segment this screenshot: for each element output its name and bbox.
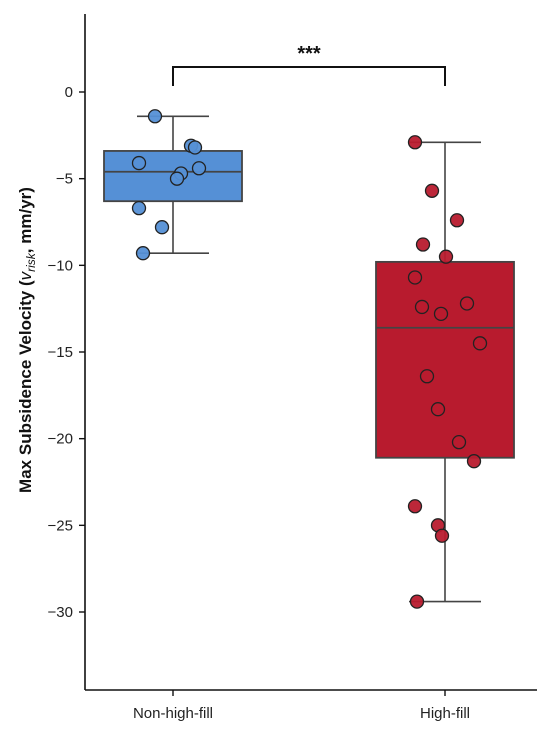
data-points [131,109,488,609]
data-point [187,140,203,155]
data-point [147,109,163,124]
y-title-main: Max Subsidence Velocity ( [16,280,35,493]
y-title-variable: v [16,270,35,280]
data-point [459,296,475,311]
data-point [466,454,482,469]
box-group-high-fill [375,141,515,603]
data-point [430,402,446,417]
y-tick-label: −30 [48,604,73,621]
data-point [433,306,449,322]
data-point [131,155,147,171]
y-tick-label: −10 [48,257,73,274]
data-point [472,336,488,351]
data-point [407,135,423,150]
data-point [191,161,207,176]
y-tick-label: 0 [65,84,73,101]
data-point [407,499,423,514]
x-tick-label: Non-high-fill [133,705,213,722]
data-point [419,369,435,384]
data-point [135,246,151,261]
y-tick-label: −25 [48,517,73,534]
data-point [414,299,430,315]
data-point [415,237,431,252]
data-point [407,270,423,285]
y-axis-ticks: 0 −5 −10 −15 −20 −25 −30 [48,84,85,621]
data-point [449,213,465,228]
significance-label: *** [297,43,321,65]
box-group-non-high-fill [103,115,243,254]
y-title-unit: , mm/yr) [16,187,35,253]
data-point [131,200,147,216]
y-tick-label: −5 [56,171,73,188]
box-plot-groups [103,115,515,603]
y-axis-title: Max Subsidence Velocity (vrisk, mm/yr) [16,187,38,493]
y-tick-label: −15 [48,344,73,361]
iqr-box [375,260,515,459]
data-point [424,183,440,198]
x-axis-ticks: Non-high-fill High-fill [133,690,470,722]
x-tick-label: High-fill [420,705,470,722]
bracket-line [172,66,446,86]
y-tick-label: −20 [48,431,73,448]
significance-bracket: *** [172,43,446,86]
data-point [438,249,454,264]
data-point [169,171,185,186]
data-point [451,434,467,450]
data-point [409,594,425,609]
data-point [154,220,170,235]
y-title-subscript: risk [24,252,38,272]
data-point [434,528,450,543]
